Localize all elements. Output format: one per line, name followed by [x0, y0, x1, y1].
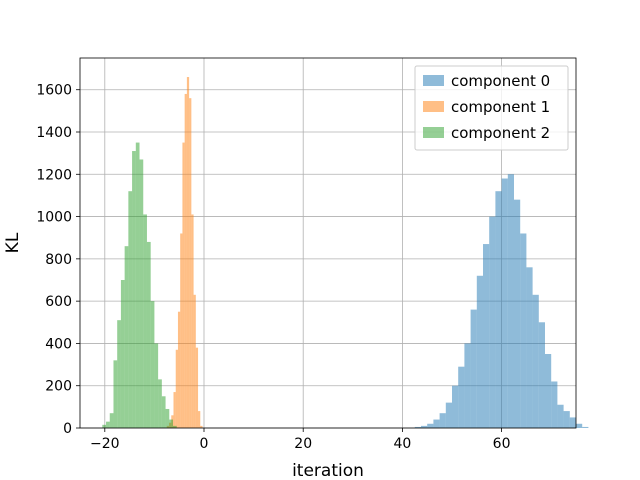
histogram-bar-series-0	[507, 174, 514, 428]
histogram-bar-series-0	[532, 294, 539, 428]
histogram-bar-series-0	[445, 402, 452, 428]
histogram-bar-series-2	[128, 191, 133, 428]
histogram-bar-series-0	[520, 233, 527, 428]
y-tick-label: 1600	[36, 83, 72, 99]
y-tick-label: 0	[63, 421, 72, 437]
histogram-bar-series-0	[489, 216, 496, 428]
histogram-bar-series-0	[427, 423, 434, 428]
x-tick-label: 0	[200, 436, 209, 452]
histogram-bar-series-2	[158, 379, 162, 428]
y-tick-label: 200	[45, 379, 72, 395]
legend-entry-label: component 0	[451, 72, 550, 90]
histogram-bar-series-2	[165, 408, 170, 428]
histogram-bar-series-0	[458, 366, 465, 428]
histogram-bar-series-0	[514, 199, 521, 428]
histogram-bar-series-2	[117, 320, 121, 428]
histogram-bar-series-1	[186, 77, 190, 429]
histogram-bar-series-0	[557, 404, 564, 428]
histogram-bar-series-1	[173, 392, 176, 428]
histogram-bar-series-1	[195, 347, 199, 428]
y-tick-label: 400	[45, 336, 72, 352]
histogram-bar-series-1	[184, 93, 187, 428]
histogram-bar-series-2	[132, 151, 136, 428]
y-axis-label: KL	[3, 232, 23, 253]
histogram-bar-series-2	[143, 214, 147, 428]
histogram-bar-series-2	[124, 246, 129, 428]
histogram-bar-series-0	[538, 322, 545, 428]
plot-frame	[79, 57, 577, 429]
histogram-bar-series-1	[198, 411, 201, 428]
histogram-bar-series-0	[545, 354, 552, 428]
histogram-bar-series-2	[146, 241, 151, 428]
x-tick-label: 20	[294, 436, 312, 452]
x-tick-label: 60	[493, 436, 511, 452]
histogram-bar-series-0	[433, 419, 440, 428]
y-tick-label: 600	[45, 294, 72, 310]
histogram-bar-series-2	[150, 301, 155, 428]
histogram-bar-series-1	[189, 98, 192, 429]
histogram-bar-series-1	[200, 425, 203, 428]
histogram-bar-series-0	[495, 191, 502, 428]
histogram-bar-series-0	[414, 426, 421, 428]
histogram-bars	[102, 77, 589, 429]
histogram-bar-series-0	[439, 413, 446, 428]
x-tick-label: 40	[393, 436, 411, 452]
histogram-bar-series-1	[191, 214, 194, 428]
y-tick-label: 1000	[36, 210, 72, 226]
legend-swatch	[423, 127, 444, 138]
histogram-bar-series-2	[173, 425, 177, 428]
histogram-bar-series-2	[161, 396, 166, 428]
histogram-bar-series-2	[169, 419, 173, 428]
histogram-bar-series-1	[180, 233, 183, 428]
legend-entry-label: component 1	[451, 98, 550, 116]
histogram-bar-series-2	[135, 142, 140, 429]
y-tick-label: 1400	[36, 125, 72, 141]
histogram-bar-series-0	[501, 178, 508, 428]
histogram-bar-series-1	[193, 294, 196, 428]
histogram-bar-series-0	[526, 267, 533, 428]
histogram-bar-series-0	[563, 411, 570, 428]
legend: component 0 component 1 component 2	[414, 65, 569, 151]
y-tick-label: 1200	[36, 167, 72, 183]
histogram-bar-series-2	[139, 159, 144, 428]
histogram-bar-series-0	[551, 381, 558, 428]
histogram-bar-series-2	[120, 280, 125, 428]
histogram-bar-series-1	[182, 142, 185, 429]
histogram-bar-series-0	[421, 425, 428, 428]
y-axis-ticks: 0 200 400 600 800 1000 1200 1400 1600	[36, 83, 80, 437]
histogram-bar-series-0	[464, 343, 471, 428]
histogram-bar-series-0	[452, 385, 459, 428]
histogram-bar-series-2	[102, 424, 107, 428]
histogram-bar-series-0	[582, 426, 589, 428]
histogram-bar-series-2	[113, 360, 118, 428]
x-axis-ticks: −20 0 20 40 60	[90, 428, 511, 452]
histogram-bar-series-0	[483, 244, 490, 428]
y-tick-label: 800	[45, 252, 72, 268]
legend-entry-label: component 2	[451, 124, 550, 142]
x-tick-label: −20	[90, 436, 120, 452]
x-axis-label: iteration	[292, 461, 364, 480]
histogram-bar-series-2	[106, 421, 110, 428]
histogram-bar-series-0	[470, 309, 477, 428]
histogram-bar-series-0	[476, 275, 483, 428]
legend-box	[414, 65, 569, 151]
legend-swatch	[423, 101, 444, 112]
histogram-bar-series-0	[576, 423, 583, 428]
histogram-bar-series-2	[109, 413, 114, 428]
histogram-bar-series-1	[175, 349, 178, 428]
legend-swatch	[423, 75, 444, 86]
histogram-bar-series-0	[569, 417, 576, 428]
histogram-bar-series-2	[154, 343, 159, 428]
histogram-bar-series-1	[177, 311, 181, 428]
